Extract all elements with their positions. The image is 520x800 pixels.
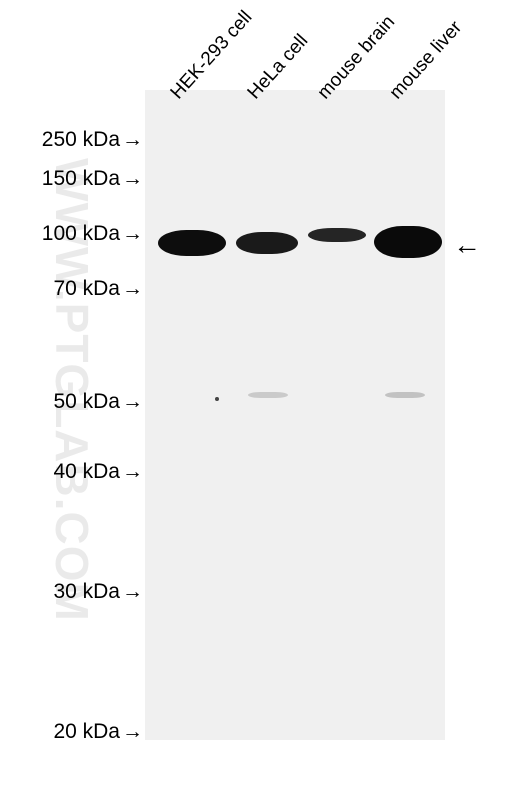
blot-figure: WWW.PTGLAB.COM HEK-293 cell HeLa cell mo… [0,0,520,800]
target-arrow-icon: ← [453,231,481,259]
arrow-right-icon: → [122,167,143,191]
band-lane-0 [158,230,226,256]
mw-marker-70: 70 kDa→ [53,277,143,301]
faint-band-0 [248,392,288,398]
arrow-right-icon: → [122,222,143,246]
arrow-right-icon: → [122,580,143,604]
arrow-right-icon: → [122,128,143,152]
band-lane-3 [374,226,442,258]
faint-band-1 [385,392,425,398]
mw-marker-30: 30 kDa→ [53,580,143,604]
speck-0 [215,397,219,401]
arrow-right-icon: → [122,720,143,744]
mw-marker-100: 100 kDa→ [42,222,143,246]
mw-marker-250: 250 kDa→ [42,128,143,152]
arrow-right-icon: → [122,460,143,484]
arrow-right-icon: → [122,277,143,301]
mw-marker-20: 20 kDa→ [53,720,143,744]
mw-marker-150: 150 kDa→ [42,167,143,191]
mw-marker-50: 50 kDa→ [53,390,143,414]
band-lane-1 [236,232,298,254]
arrow-right-icon: → [122,390,143,414]
band-lane-2 [308,228,366,242]
mw-marker-40: 40 kDa→ [53,460,143,484]
blot-membrane [145,90,445,740]
